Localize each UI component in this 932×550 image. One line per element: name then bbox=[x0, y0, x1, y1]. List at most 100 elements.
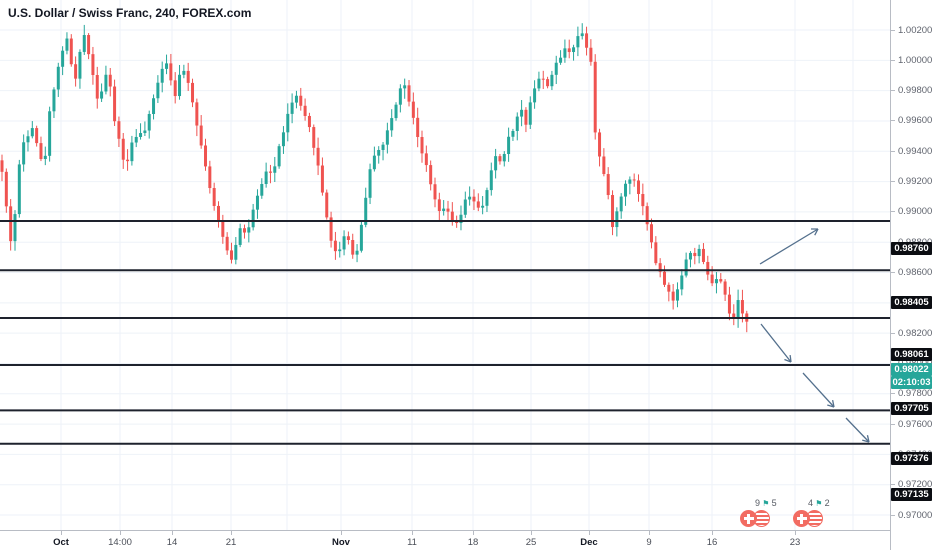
time-tick-dash bbox=[412, 531, 413, 535]
candle-body bbox=[381, 144, 385, 150]
candle-body bbox=[165, 63, 169, 69]
price-tick-dash bbox=[891, 484, 895, 486]
candle-body bbox=[329, 217, 333, 241]
candle-body bbox=[273, 166, 277, 173]
time-tick-dash bbox=[172, 531, 173, 535]
candle-body bbox=[606, 174, 610, 196]
candle-body bbox=[178, 74, 182, 97]
swiss-flag-icon[interactable] bbox=[740, 510, 757, 527]
candle-body bbox=[485, 190, 489, 206]
time-tick-dash bbox=[795, 531, 796, 535]
candle-body bbox=[255, 195, 259, 210]
time-tick-dash bbox=[712, 531, 713, 535]
candle-body bbox=[372, 155, 376, 170]
symbol-title: U.S. Dollar / Swiss Franc, 240, FOREX.co… bbox=[8, 6, 252, 20]
candle-body bbox=[637, 180, 641, 195]
time-label: 25 bbox=[525, 537, 537, 548]
candle-body bbox=[238, 228, 242, 245]
candle-body bbox=[550, 74, 554, 87]
current-price-label: 0.98022 bbox=[891, 363, 932, 376]
price-tick-dash bbox=[891, 514, 895, 516]
time-label: 14 bbox=[166, 537, 178, 548]
time-axis[interactable]: Oct 14:00 14 21 Nov 11 18 25 Dec 9 16 23 bbox=[0, 530, 932, 550]
candle-body bbox=[26, 136, 30, 143]
candle-body bbox=[740, 300, 744, 314]
candle-body bbox=[459, 214, 463, 224]
candle-body bbox=[411, 101, 415, 118]
price-tick: 0.99600 bbox=[898, 115, 932, 127]
candle-body bbox=[113, 86, 117, 122]
candle-body bbox=[619, 196, 623, 212]
candle-body bbox=[320, 165, 324, 193]
candle-body bbox=[650, 224, 653, 243]
candle-body bbox=[589, 47, 593, 62]
candle-body bbox=[208, 166, 212, 189]
price-tick-dash bbox=[891, 150, 895, 152]
candle-body bbox=[450, 211, 454, 222]
candle-body bbox=[342, 236, 346, 250]
price-tick-dash bbox=[891, 393, 895, 395]
candle-body bbox=[139, 133, 143, 137]
candle-body bbox=[576, 36, 580, 48]
price-line-label: 0.97376 bbox=[891, 451, 932, 465]
candle-body bbox=[524, 109, 528, 125]
candle-body bbox=[455, 221, 459, 224]
time-tick-dash bbox=[589, 531, 590, 535]
candle-body bbox=[52, 89, 56, 112]
candle-body bbox=[0, 160, 4, 172]
candle-body bbox=[723, 281, 727, 295]
candle-body bbox=[108, 74, 112, 87]
candle-body bbox=[30, 128, 34, 137]
candle-body bbox=[290, 102, 294, 114]
candle-body bbox=[78, 51, 82, 79]
price-line-label: 0.98405 bbox=[891, 295, 932, 309]
candle-body bbox=[446, 208, 450, 212]
candle-body bbox=[416, 117, 420, 138]
candle-body bbox=[611, 195, 615, 228]
candle-body bbox=[667, 284, 671, 292]
candle-body bbox=[442, 208, 446, 212]
candle-body bbox=[463, 199, 467, 215]
candle-body bbox=[533, 88, 537, 103]
candle-body bbox=[697, 248, 701, 257]
candle-body bbox=[9, 206, 13, 242]
price-tick: 0.99000 bbox=[898, 206, 932, 218]
candle-body bbox=[420, 137, 424, 154]
candle-body bbox=[528, 102, 532, 125]
price-axis[interactable]: 1.00200 1.00000 0.99800 0.99600 0.99400 0.992… bbox=[890, 0, 932, 550]
price-tick-dash bbox=[891, 272, 895, 273]
candle-body bbox=[95, 75, 99, 99]
candle-body bbox=[437, 199, 441, 212]
event-marker-cluster[interactable]: 9 ⚑ 5 bbox=[740, 498, 786, 532]
candle-body bbox=[13, 214, 17, 242]
trend-arrow bbox=[760, 323, 792, 363]
chart-canvas[interactable] bbox=[0, 0, 890, 530]
price-tick-dash bbox=[891, 90, 895, 92]
candle-body bbox=[385, 130, 389, 145]
swiss-flag-icon[interactable] bbox=[793, 510, 810, 527]
candle-body bbox=[355, 250, 359, 255]
candle-body bbox=[199, 125, 203, 146]
candle-body bbox=[143, 130, 147, 134]
candle-body bbox=[87, 35, 91, 55]
candle-body bbox=[221, 221, 225, 237]
candle-body bbox=[563, 48, 567, 58]
candle-body bbox=[541, 78, 545, 80]
price-tick: 0.97800 bbox=[898, 388, 932, 400]
candle-body bbox=[359, 224, 363, 251]
event-flag-icon: ⚑ bbox=[760, 499, 772, 508]
candle-body bbox=[277, 146, 281, 167]
time-label: Oct bbox=[53, 537, 69, 548]
event-flag-icon: ⚑ bbox=[813, 499, 825, 508]
time-label: 16 bbox=[706, 537, 718, 548]
time-tick-dash bbox=[231, 531, 232, 535]
candle-body bbox=[156, 82, 160, 99]
candle-body bbox=[394, 104, 398, 119]
candle-body bbox=[433, 184, 437, 200]
event-counts: 9 ⚑ 5 bbox=[755, 498, 777, 508]
candle-body bbox=[217, 205, 220, 222]
event-marker-cluster[interactable]: 4 ⚑ 2 bbox=[793, 498, 839, 532]
candle-body bbox=[234, 244, 238, 260]
candle-body bbox=[48, 111, 52, 156]
